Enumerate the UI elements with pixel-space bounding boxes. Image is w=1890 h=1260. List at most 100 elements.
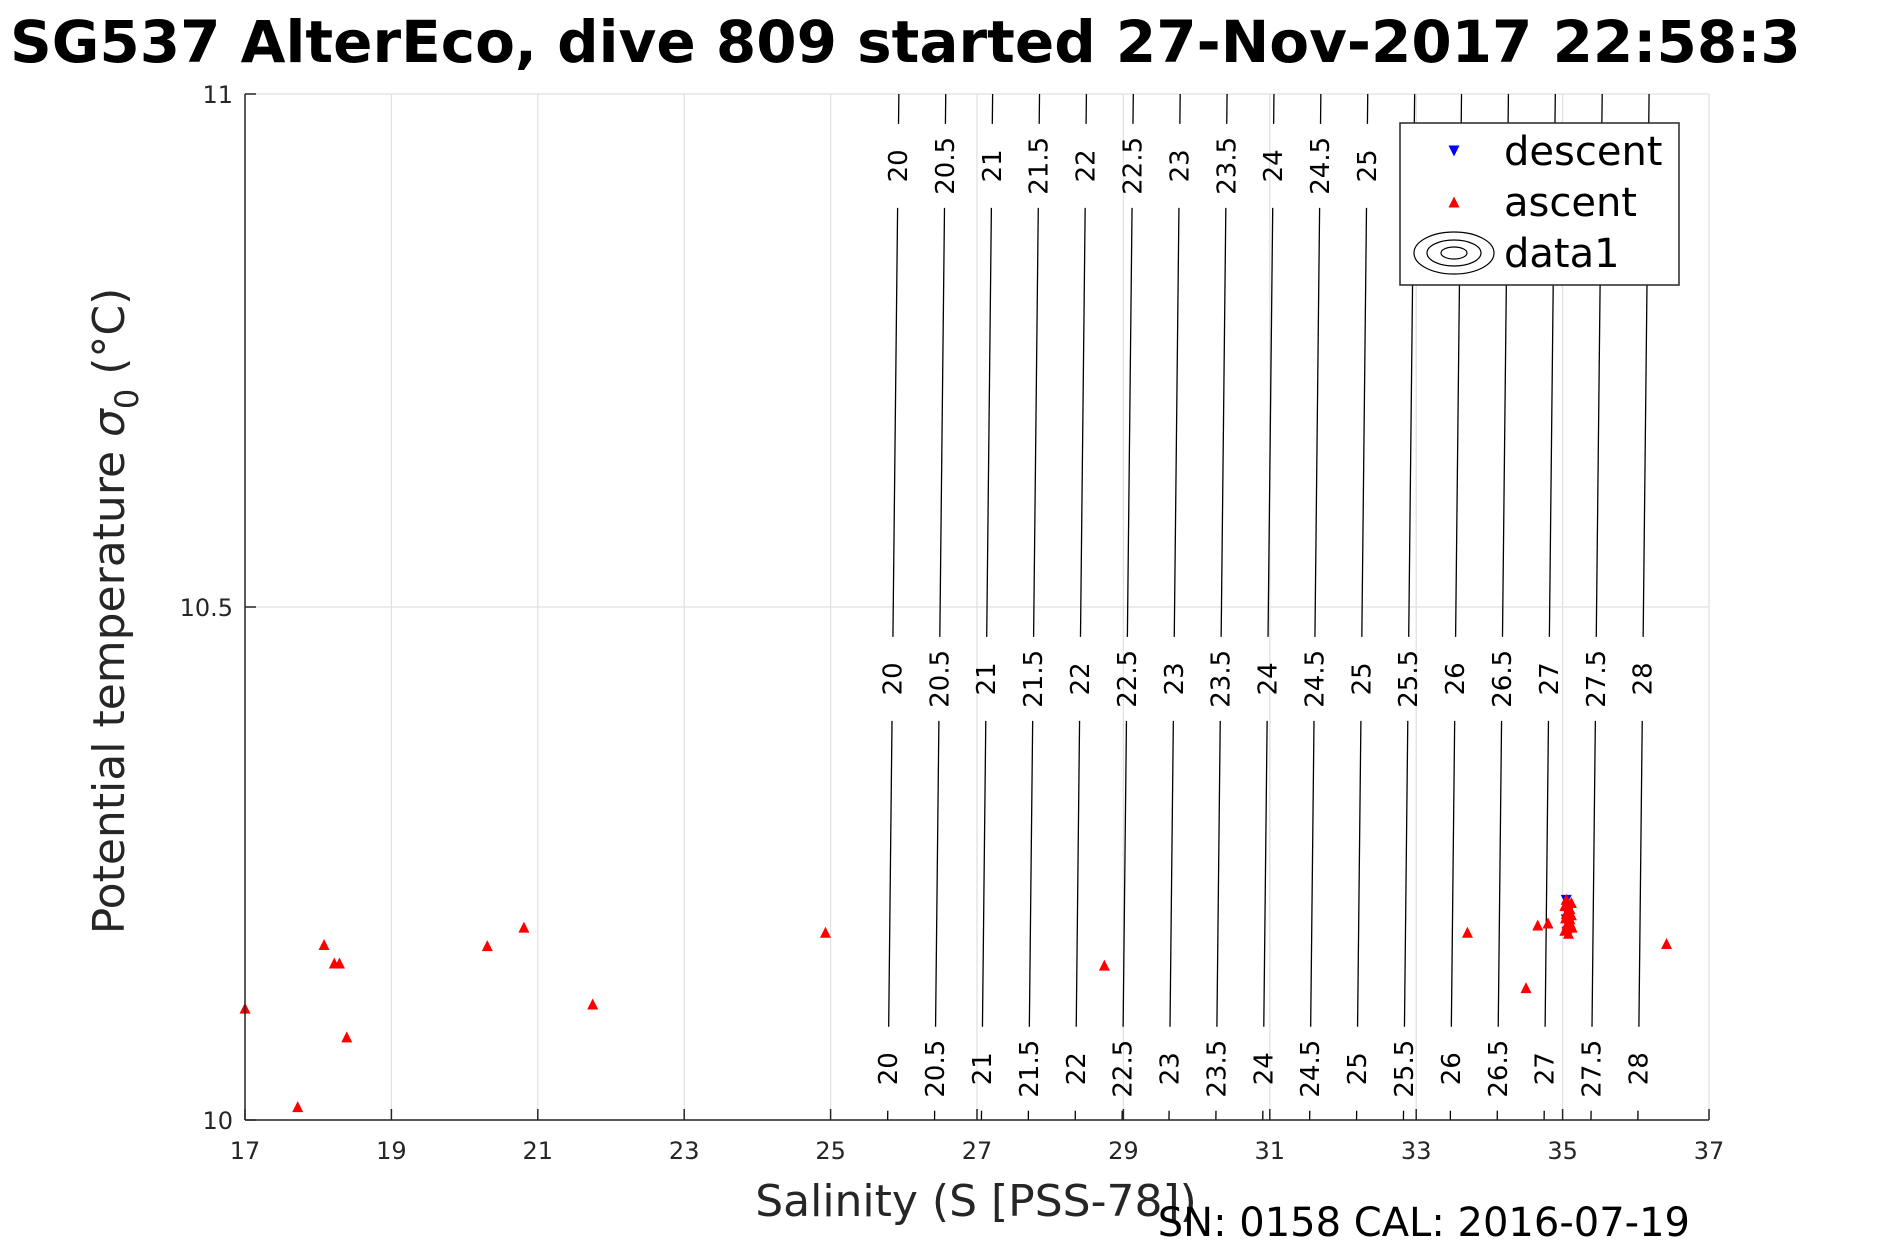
x-tick-label: 31 bbox=[1255, 1137, 1286, 1165]
contour-line bbox=[1403, 720, 1409, 1027]
y-axis-label: Potential temperature σ0 (°C) bbox=[84, 288, 146, 935]
ascent-marker bbox=[1661, 938, 1673, 950]
x-tick-label: 29 bbox=[1108, 1137, 1139, 1165]
contour-label: 20 bbox=[884, 149, 914, 182]
contour-line bbox=[1169, 720, 1174, 1027]
density-contours bbox=[887, 93, 1650, 1121]
contour-line bbox=[1450, 720, 1456, 1027]
contour-line bbox=[1032, 207, 1039, 637]
tick-labels: 17 19 21 23 25 27 29 31 33 35 37 10 10.5 11 bbox=[180, 81, 1725, 1165]
y-tick-label: 11 bbox=[202, 81, 233, 109]
y-axis-label-subscript: 0 bbox=[108, 389, 146, 409]
contour-label: 21.5 bbox=[1019, 650, 1049, 708]
contour-label: 25 bbox=[1353, 149, 1383, 182]
contour-line bbox=[1356, 720, 1362, 1027]
x-tick-label: 37 bbox=[1694, 1137, 1725, 1165]
contour-label: 27.5 bbox=[1578, 1040, 1608, 1098]
legend-label-ascent: ascent bbox=[1504, 180, 1637, 226]
ascent-marker bbox=[1532, 919, 1544, 931]
ascent-marker bbox=[481, 940, 493, 952]
contour-label: 23 bbox=[1156, 1052, 1186, 1085]
contour-label: 23.5 bbox=[1207, 650, 1237, 708]
contour-line bbox=[1314, 207, 1321, 637]
axes bbox=[244, 93, 1710, 1121]
contour-line bbox=[1361, 207, 1368, 637]
x-tick-label: 23 bbox=[669, 1137, 700, 1165]
contour-label: 21 bbox=[978, 149, 1008, 182]
y-tick-label: 10 bbox=[202, 1107, 233, 1135]
footer-serial-calibration: SN: 0158 CAL: 2016-07-19 bbox=[1158, 1200, 1690, 1246]
contour-label: 21 bbox=[972, 662, 1002, 695]
ascent-marker bbox=[819, 926, 831, 938]
contour-line bbox=[1591, 720, 1596, 1027]
chart-title: SG537 AlterEco, dive 809 started 27-Nov-… bbox=[10, 8, 1801, 76]
y-tick-label: 10.5 bbox=[180, 594, 233, 622]
x-tick-label: 17 bbox=[230, 1137, 261, 1165]
ascent-marker bbox=[1542, 917, 1554, 929]
contour-label: 21.5 bbox=[1015, 1040, 1045, 1098]
ascent-marker bbox=[1520, 982, 1532, 994]
x-tick-label: 21 bbox=[523, 1137, 554, 1165]
contour-label: 20.5 bbox=[931, 137, 961, 195]
contour-label: 23 bbox=[1160, 662, 1190, 695]
contour-label: 23.5 bbox=[1212, 137, 1242, 195]
contour-line bbox=[1079, 207, 1086, 637]
x-tick-label: 25 bbox=[815, 1137, 846, 1165]
contour-label: 28 bbox=[1629, 662, 1659, 695]
contour-label: 22.5 bbox=[1113, 650, 1143, 708]
contour-label: 22 bbox=[1072, 149, 1102, 182]
legend-contour-icon bbox=[1440, 246, 1468, 260]
contour-line bbox=[981, 720, 987, 1027]
ascent-marker bbox=[587, 998, 599, 1010]
y-axis-label-unit: (°C) bbox=[84, 288, 135, 389]
contour-label: 24.5 bbox=[1296, 1040, 1326, 1098]
contour-line bbox=[1310, 720, 1315, 1027]
ascent-marker bbox=[1561, 922, 1573, 934]
contour-line bbox=[888, 720, 893, 1027]
contour-label: 23 bbox=[1165, 149, 1195, 182]
contour-line bbox=[939, 207, 946, 637]
contour-label: 24 bbox=[1249, 1052, 1279, 1085]
ascent-marker bbox=[318, 939, 330, 951]
contour-label: 20 bbox=[874, 1052, 904, 1085]
contour-label: 25.5 bbox=[1390, 1040, 1420, 1098]
contour-label: 28 bbox=[1624, 1052, 1654, 1085]
contour-label: 27 bbox=[1535, 662, 1565, 695]
x-tick-label: 35 bbox=[1547, 1137, 1578, 1165]
contour-label: 24 bbox=[1259, 149, 1289, 182]
x-axis-label: Salinity (S [PSS-78]) bbox=[755, 1176, 1197, 1227]
contour-line bbox=[1544, 720, 1550, 1027]
legend-contour-icon bbox=[1426, 239, 1482, 267]
contour-label: 26.5 bbox=[1484, 1040, 1514, 1098]
contour-label: 27.5 bbox=[1582, 650, 1612, 708]
legend-label-data1: data1 bbox=[1504, 231, 1620, 277]
legend: descent ascent data1 bbox=[1399, 122, 1680, 286]
contour-label: 25 bbox=[1343, 1052, 1373, 1085]
contour-label: 21.5 bbox=[1025, 137, 1055, 195]
legend-descent-marker bbox=[1448, 145, 1460, 157]
contour-label: 26 bbox=[1437, 1052, 1467, 1085]
contour-line bbox=[1122, 720, 1128, 1027]
x-tick-label: 33 bbox=[1401, 1137, 1432, 1165]
contour-line bbox=[934, 720, 940, 1027]
contour-line bbox=[1028, 720, 1034, 1027]
contour-label: 22 bbox=[1062, 1052, 1092, 1085]
contour-line bbox=[1638, 720, 1643, 1027]
ascent-marker bbox=[1565, 896, 1577, 908]
contour-label: 20.5 bbox=[925, 650, 955, 708]
contour-label: 20.5 bbox=[921, 1040, 951, 1098]
legend-label-descent: descent bbox=[1504, 129, 1662, 175]
contour-label: 27 bbox=[1531, 1052, 1561, 1085]
ascent-marker bbox=[1461, 926, 1473, 938]
ascent-marker bbox=[333, 957, 345, 969]
contour-label: 25.5 bbox=[1394, 650, 1424, 708]
contour-line bbox=[1263, 720, 1268, 1027]
ascent-marker bbox=[1098, 959, 1110, 971]
legend-contour-icon bbox=[1413, 231, 1495, 275]
contour-label: 22.5 bbox=[1109, 1040, 1139, 1098]
contour-label: 22.5 bbox=[1119, 137, 1149, 195]
y-axis-label-main: Potential temperature bbox=[84, 437, 135, 934]
ascent-marker bbox=[341, 1031, 353, 1043]
x-tick-label: 19 bbox=[376, 1137, 407, 1165]
